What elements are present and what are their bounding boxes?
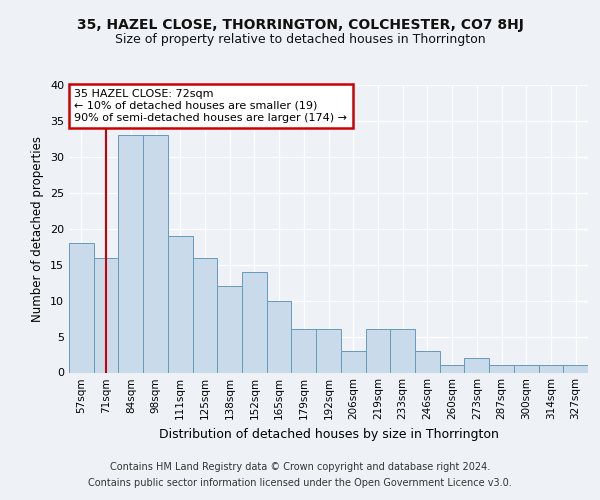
Text: Size of property relative to detached houses in Thorrington: Size of property relative to detached ho… [115,32,485,46]
Text: Contains HM Land Registry data © Crown copyright and database right 2024.: Contains HM Land Registry data © Crown c… [110,462,490,472]
Text: Contains public sector information licensed under the Open Government Licence v3: Contains public sector information licen… [88,478,512,488]
Bar [168,236,193,372]
Bar [464,358,489,372]
Bar [489,366,514,372]
Bar [143,136,168,372]
Bar [118,136,143,372]
Bar [193,258,217,372]
X-axis label: Distribution of detached houses by size in Thorrington: Distribution of detached houses by size … [158,428,499,441]
Bar [514,366,539,372]
Bar [440,366,464,372]
Bar [539,366,563,372]
Bar [415,351,440,372]
Text: 35 HAZEL CLOSE: 72sqm
← 10% of detached houses are smaller (19)
90% of semi-deta: 35 HAZEL CLOSE: 72sqm ← 10% of detached … [74,90,347,122]
Bar [390,330,415,372]
Y-axis label: Number of detached properties: Number of detached properties [31,136,44,322]
Bar [292,330,316,372]
Bar [69,243,94,372]
Bar [267,300,292,372]
Bar [217,286,242,372]
Bar [563,366,588,372]
Bar [341,351,365,372]
Bar [94,258,118,372]
Bar [242,272,267,372]
Text: 35, HAZEL CLOSE, THORRINGTON, COLCHESTER, CO7 8HJ: 35, HAZEL CLOSE, THORRINGTON, COLCHESTER… [77,18,523,32]
Bar [316,330,341,372]
Bar [365,330,390,372]
